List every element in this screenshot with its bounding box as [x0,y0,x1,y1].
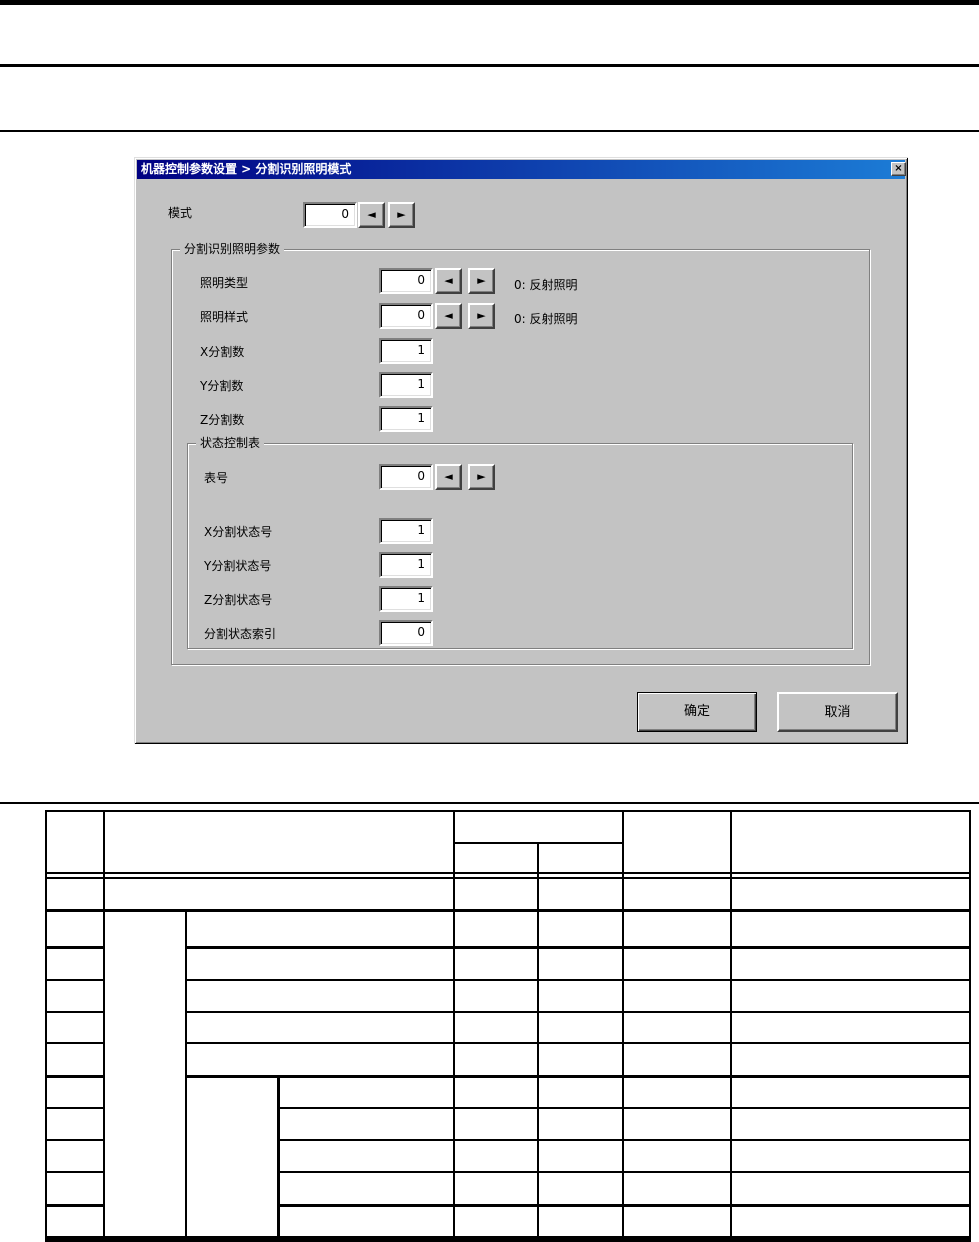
x-division-status-label: X分割状态号 [204,525,273,539]
x-divisions-input[interactable]: 1 [379,338,433,364]
lighting-style-spin-left-icon[interactable]: ◄ [435,303,462,329]
table-line [185,946,971,949]
table-line [103,810,105,1242]
table-line [45,1107,103,1109]
table-line [45,877,971,879]
page-top-rule [0,0,979,5]
table-number-input[interactable]: 0 [379,464,433,490]
table-line [185,1042,971,1044]
table-line [45,1075,103,1078]
table-line [45,946,103,949]
table-line [277,1204,971,1207]
lighting-type-input[interactable]: 0 [379,268,433,294]
table-line [277,1139,971,1141]
table-line [45,872,971,874]
mode-input[interactable]: 0 [303,202,357,228]
table-line [185,979,971,981]
table-line [453,810,455,1242]
z-division-status-label: Z分割状态号 [204,593,273,607]
lighting-params-groupbox: 分割识别照明参数 [171,242,870,665]
lighting-style-label: 照明样式 [200,310,249,324]
table-number-label: 表号 [204,471,229,485]
table-line [45,1011,103,1013]
lighting-style-spin-right-icon[interactable]: ► [468,303,495,329]
mode-label: 模式 [168,206,193,220]
table-line [45,1171,103,1173]
dialog-titlebar[interactable]: 机器控制参数设置 > 分割识别照明模式 [137,160,905,179]
mode-spin-left-icon[interactable]: ◄ [358,202,385,228]
x-divisions-label: X分割数 [200,345,245,359]
table-line [45,1204,103,1207]
lighting-type-hint: 0: 反射照明 [514,278,578,292]
y-division-status-input[interactable]: 1 [379,552,433,578]
x-division-status-input[interactable]: 1 [379,518,433,544]
lighting-style-hint: 0: 反射照明 [514,312,578,326]
table-line [185,1011,971,1013]
table-line [969,810,971,1242]
y-divisions-input[interactable]: 1 [379,372,433,398]
header-rule [0,64,979,67]
y-division-status-label: Y分割状态号 [204,559,272,573]
lighting-type-spin-right-icon[interactable]: ► [468,268,495,294]
table-line [45,1139,103,1141]
table-line [277,1107,971,1109]
table-line [45,1236,971,1242]
status-control-groupbox: 状态控制表 [187,436,853,649]
mode-spin-right-icon[interactable]: ► [388,202,415,228]
table-line [277,1075,280,1242]
table-line [45,909,971,912]
table-line [277,1171,971,1173]
z-divisions-label: Z分割数 [200,413,245,427]
lighting-params-legend: 分割识别照明参数 [180,242,285,257]
status-control-legend: 状态控制表 [196,436,265,451]
section-rule [0,802,979,804]
y-divisions-label: Y分割数 [200,379,244,393]
division-status-index-label: 分割状态索引 [204,627,277,641]
dialog-window: 机器控制参数设置 > 分割识别照明模式 × 模式 0 ◄ ► 分割识别照明参数 … [134,157,908,744]
table-line [185,909,187,1242]
table-line [730,810,732,1242]
table-line [537,842,539,1242]
lighting-type-spin-left-icon[interactable]: ◄ [435,268,462,294]
close-icon[interactable]: × [891,162,906,176]
table-line [45,810,971,812]
table-line [45,979,103,981]
table-line [45,810,47,1242]
table-line [185,1075,971,1078]
z-divisions-input[interactable]: 1 [379,406,433,432]
table-number-spin-right-icon[interactable]: ► [468,464,495,490]
cancel-button[interactable]: 取消 [777,692,898,732]
ok-button[interactable]: 确定 [637,692,757,732]
table-line [622,810,624,1242]
subheader-rule [0,130,979,132]
division-status-index-input[interactable]: 0 [379,620,433,646]
z-division-status-input[interactable]: 1 [379,586,433,612]
lighting-style-input[interactable]: 0 [379,303,433,329]
table-number-spin-left-icon[interactable]: ◄ [435,464,462,490]
table-line [45,1042,103,1044]
lighting-type-label: 照明类型 [200,276,249,290]
